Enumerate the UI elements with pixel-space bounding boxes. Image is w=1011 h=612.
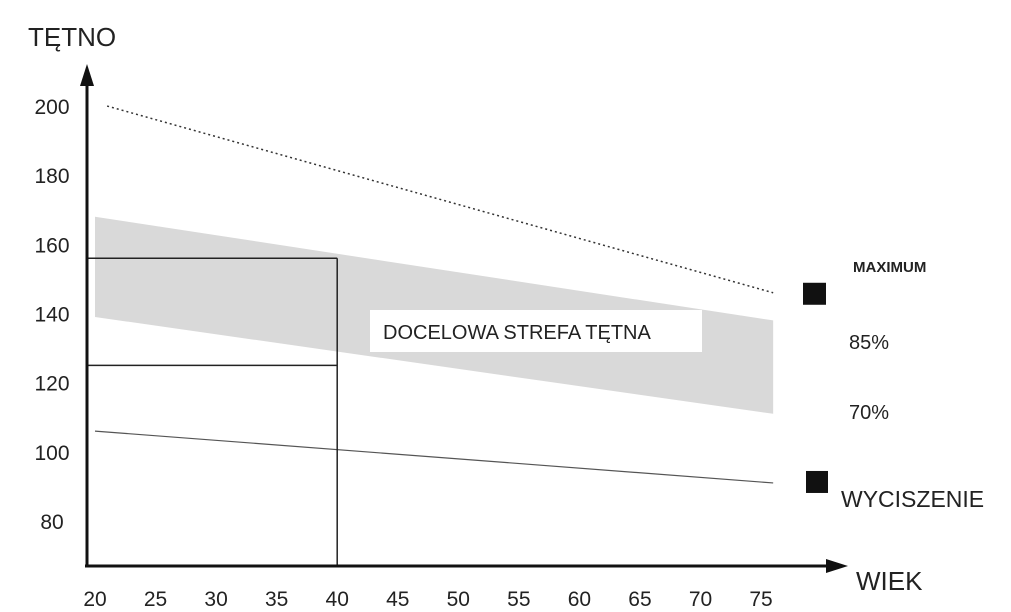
x-axis-arrow — [826, 559, 848, 573]
x-tick-label: 25 — [144, 588, 167, 611]
x-tick-label: 40 — [326, 588, 349, 611]
y-tick-label: 100 — [34, 442, 69, 465]
x-axis-title: WIEK — [856, 566, 923, 596]
band-85-label: 85% — [849, 332, 889, 354]
x-tick-label: 50 — [447, 588, 470, 611]
x-tick-label: 60 — [568, 588, 591, 611]
x-tick-label: 65 — [628, 588, 651, 611]
y-axis-arrow — [80, 64, 94, 86]
resting-line — [94, 430, 774, 484]
y-tick-label: 140 — [34, 304, 69, 327]
y-tick-label: 200 — [34, 96, 69, 119]
x-tick-label: 30 — [204, 588, 227, 611]
y-tick-label: 160 — [34, 234, 69, 257]
y-tick-label: 120 — [34, 373, 69, 396]
zone-label-background — [370, 310, 702, 352]
resting-marker — [806, 470, 828, 493]
y-tick-label: 80 — [40, 511, 63, 534]
maximum-label: MAXIMUM — [853, 259, 926, 276]
band-70-label: 70% — [849, 402, 889, 424]
y-tick-label: 180 — [34, 165, 69, 188]
y-axis-title: TĘTNO — [28, 22, 116, 52]
reference-lines — [87, 257, 338, 566]
maximum-marker — [803, 282, 826, 305]
x-tick-labels: 20 25 30 35 40 45 50 55 60 65 70 75 — [83, 588, 772, 611]
resting-label: WYCISZENIE — [841, 486, 984, 512]
x-tick-label: 75 — [749, 588, 772, 611]
x-tick-label: 70 — [689, 588, 712, 611]
y-tick-labels: 80 100 120 140 160 180 200 — [34, 96, 69, 534]
x-tick-label: 55 — [507, 588, 530, 611]
maximum-line — [106, 105, 774, 294]
x-tick-label: 20 — [83, 588, 106, 611]
x-tick-label: 35 — [265, 588, 288, 611]
x-tick-label: 45 — [386, 588, 409, 611]
zone-label: DOCELOWA STREFA TĘTNA — [383, 322, 651, 344]
